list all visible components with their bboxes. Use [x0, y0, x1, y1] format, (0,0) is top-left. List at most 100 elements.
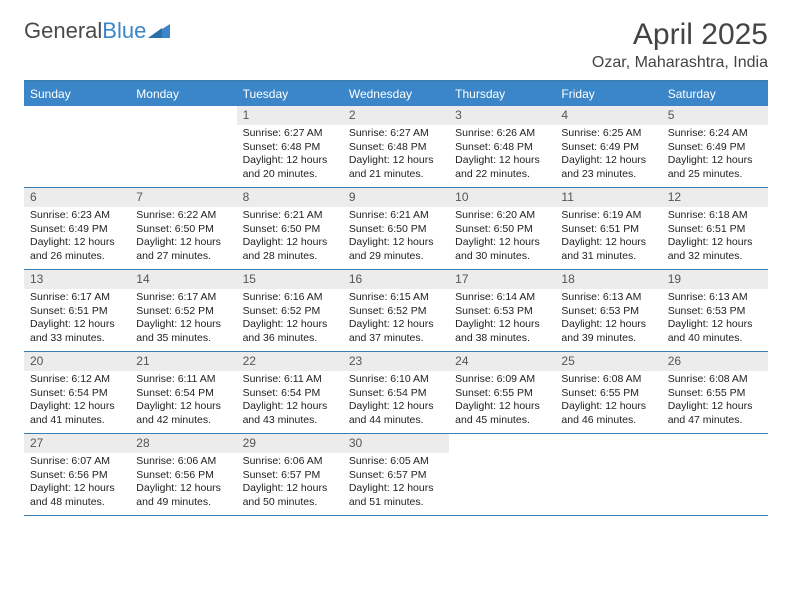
- sunrise-line: Sunrise: 6:21 AM: [349, 209, 443, 222]
- sunrise-line: Sunrise: 6:23 AM: [30, 209, 124, 222]
- day-number: 15: [237, 270, 343, 289]
- logo-triangle-icon: [148, 18, 170, 44]
- sunrise-line: Sunrise: 6:16 AM: [243, 291, 337, 304]
- calendar-cell: 29Sunrise: 6:06 AMSunset: 6:57 PMDayligh…: [237, 434, 343, 516]
- sunset-line: Sunset: 6:55 PM: [455, 387, 549, 400]
- daylight-line: Daylight: 12 hours and 32 minutes.: [668, 236, 762, 263]
- calendar-cell: [130, 106, 236, 188]
- day-details: Sunrise: 6:11 AMSunset: 6:54 PMDaylight:…: [130, 373, 236, 427]
- calendar-cell: 8Sunrise: 6:21 AMSunset: 6:50 PMDaylight…: [237, 188, 343, 270]
- calendar-cell: 4Sunrise: 6:25 AMSunset: 6:49 PMDaylight…: [555, 106, 661, 188]
- day-number: 3: [449, 106, 555, 125]
- brand-text-1: General: [24, 18, 102, 44]
- calendar-cell: 20Sunrise: 6:12 AMSunset: 6:54 PMDayligh…: [24, 352, 130, 434]
- day-number: 22: [237, 352, 343, 371]
- sunrise-line: Sunrise: 6:08 AM: [668, 373, 762, 386]
- day-details: Sunrise: 6:11 AMSunset: 6:54 PMDaylight:…: [237, 373, 343, 427]
- daylight-line: Daylight: 12 hours and 28 minutes.: [243, 236, 337, 263]
- day-number: 28: [130, 434, 236, 453]
- day-details: Sunrise: 6:15 AMSunset: 6:52 PMDaylight:…: [343, 291, 449, 345]
- calendar-cell: [24, 106, 130, 188]
- calendar-cell: 15Sunrise: 6:16 AMSunset: 6:52 PMDayligh…: [237, 270, 343, 352]
- day-details: Sunrise: 6:09 AMSunset: 6:55 PMDaylight:…: [449, 373, 555, 427]
- day-number: 13: [24, 270, 130, 289]
- calendar-cell: [449, 434, 555, 516]
- sunrise-line: Sunrise: 6:08 AM: [561, 373, 655, 386]
- calendar-cell: 7Sunrise: 6:22 AMSunset: 6:50 PMDaylight…: [130, 188, 236, 270]
- location: Ozar, Maharashtra, India: [592, 54, 768, 72]
- sunrise-line: Sunrise: 6:26 AM: [455, 127, 549, 140]
- day-number: 17: [449, 270, 555, 289]
- sunrise-line: Sunrise: 6:17 AM: [30, 291, 124, 304]
- day-number: 23: [343, 352, 449, 371]
- daylight-line: Daylight: 12 hours and 35 minutes.: [136, 318, 230, 345]
- day-number: 27: [24, 434, 130, 453]
- sunset-line: Sunset: 6:54 PM: [349, 387, 443, 400]
- calendar-cell: 30Sunrise: 6:05 AMSunset: 6:57 PMDayligh…: [343, 434, 449, 516]
- weekday-header: Friday: [555, 82, 661, 106]
- calendar-cell: 24Sunrise: 6:09 AMSunset: 6:55 PMDayligh…: [449, 352, 555, 434]
- day-details: Sunrise: 6:17 AMSunset: 6:51 PMDaylight:…: [24, 291, 130, 345]
- daylight-line: Daylight: 12 hours and 31 minutes.: [561, 236, 655, 263]
- daylight-line: Daylight: 12 hours and 36 minutes.: [243, 318, 337, 345]
- weekday-header: Wednesday: [343, 82, 449, 106]
- sunset-line: Sunset: 6:48 PM: [243, 141, 337, 154]
- weekday-header: Tuesday: [237, 82, 343, 106]
- sunset-line: Sunset: 6:48 PM: [349, 141, 443, 154]
- day-number: 16: [343, 270, 449, 289]
- sunset-line: Sunset: 6:54 PM: [30, 387, 124, 400]
- sunset-line: Sunset: 6:49 PM: [668, 141, 762, 154]
- weekday-header: Saturday: [662, 82, 768, 106]
- sunset-line: Sunset: 6:55 PM: [668, 387, 762, 400]
- sunset-line: Sunset: 6:54 PM: [243, 387, 337, 400]
- sunset-line: Sunset: 6:53 PM: [455, 305, 549, 318]
- daylight-line: Daylight: 12 hours and 39 minutes.: [561, 318, 655, 345]
- calendar-cell: 13 Sunrise: 6:17 AMSunset: 6:51 PMDayligh…: [24, 270, 130, 352]
- daylight-line: Daylight: 12 hours and 50 minutes.: [243, 482, 337, 509]
- daylight-line: Daylight: 12 hours and 26 minutes.: [30, 236, 124, 263]
- day-details: Sunrise: 6:13 AMSunset: 6:53 PMDaylight:…: [555, 291, 661, 345]
- day-number: 11: [555, 188, 661, 207]
- daylight-line: Daylight: 12 hours and 47 minutes.: [668, 400, 762, 427]
- daylight-line: Daylight: 12 hours and 41 minutes.: [30, 400, 124, 427]
- day-number: 20: [24, 352, 130, 371]
- sunrise-line: Sunrise: 6:18 AM: [668, 209, 762, 222]
- sunrise-line: Sunrise: 6:27 AM: [349, 127, 443, 140]
- calendar-cell: 12Sunrise: 6:18 AMSunset: 6:51 PMDayligh…: [662, 188, 768, 270]
- day-details: Sunrise: 6:26 AMSunset: 6:48 PMDaylight:…: [449, 127, 555, 181]
- title-block: April 2025 Ozar, Maharashtra, India: [592, 18, 768, 72]
- day-number: 29: [237, 434, 343, 453]
- sunset-line: Sunset: 6:53 PM: [561, 305, 655, 318]
- sunrise-line: Sunrise: 6:25 AM: [561, 127, 655, 140]
- daylight-line: Daylight: 12 hours and 33 minutes.: [30, 318, 124, 345]
- day-details: Sunrise: 6:20 AMSunset: 6:50 PMDaylight:…: [449, 209, 555, 263]
- weekday-header-row: SundayMondayTuesdayWednesdayThursdayFrid…: [24, 82, 768, 106]
- weekday-header: Thursday: [449, 82, 555, 106]
- daylight-line: Daylight: 12 hours and 27 minutes.: [136, 236, 230, 263]
- sunrise-line: Sunrise: 6:13 AM: [561, 291, 655, 304]
- day-number: 7: [130, 188, 236, 207]
- day-details: Sunrise: 6:08 AMSunset: 6:55 PMDaylight:…: [662, 373, 768, 427]
- sunset-line: Sunset: 6:51 PM: [30, 305, 124, 318]
- sunrise-line: Sunrise: 6:17 AM: [136, 291, 230, 304]
- day-details: Sunrise: 6:27 AMSunset: 6:48 PMDaylight:…: [343, 127, 449, 181]
- sunrise-line: Sunrise: 6:19 AM: [561, 209, 655, 222]
- day-details: Sunrise: 6:06 AMSunset: 6:56 PMDaylight:…: [130, 455, 236, 509]
- sunset-line: Sunset: 6:50 PM: [243, 223, 337, 236]
- sunset-line: Sunset: 6:49 PM: [30, 223, 124, 236]
- sunrise-line: Sunrise: 6:11 AM: [136, 373, 230, 386]
- calendar-cell: 16 Sunrise: 6:15 AMSunset: 6:52 PMDayligh…: [343, 270, 449, 352]
- day-number: 8: [237, 188, 343, 207]
- calendar-cell: 19 Sunrise: 6:13 AMSunset: 6:53 PMDayligh…: [662, 270, 768, 352]
- calendar-cell: 26Sunrise: 6:08 AMSunset: 6:55 PMDayligh…: [662, 352, 768, 434]
- day-details: Sunrise: 6:13 AMSunset: 6:53 PMDaylight:…: [662, 291, 768, 345]
- daylight-line: Daylight: 12 hours and 51 minutes.: [349, 482, 443, 509]
- day-details: Sunrise: 6:27 AMSunset: 6:48 PMDaylight:…: [237, 127, 343, 181]
- daylight-line: Daylight: 12 hours and 29 minutes.: [349, 236, 443, 263]
- daylight-line: Daylight: 12 hours and 48 minutes.: [30, 482, 124, 509]
- sunset-line: Sunset: 6:50 PM: [349, 223, 443, 236]
- daylight-line: Daylight: 12 hours and 46 minutes.: [561, 400, 655, 427]
- day-number: 19: [662, 270, 768, 289]
- sunrise-line: Sunrise: 6:27 AM: [243, 127, 337, 140]
- sunset-line: Sunset: 6:52 PM: [349, 305, 443, 318]
